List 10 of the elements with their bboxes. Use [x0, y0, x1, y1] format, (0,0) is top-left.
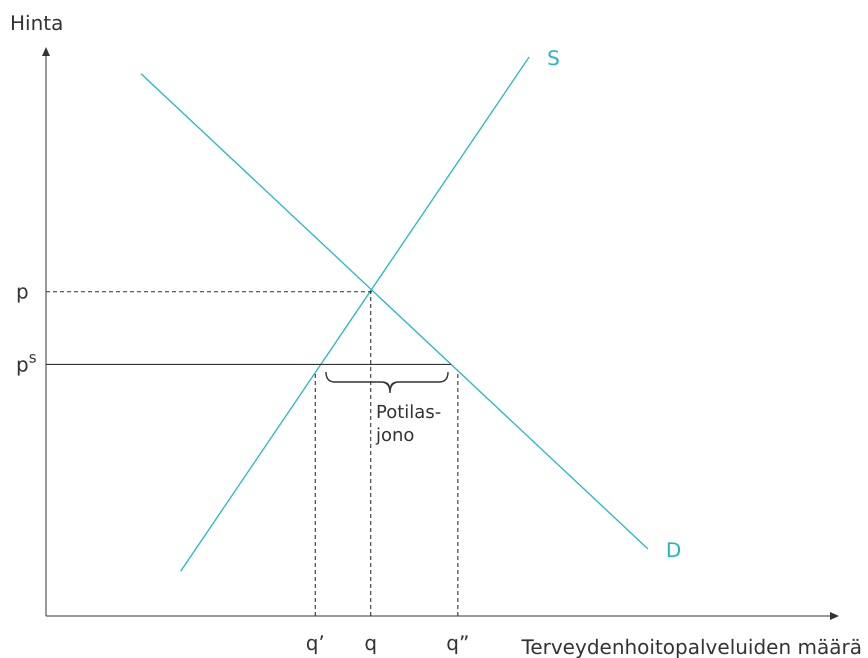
series-label: D [666, 538, 682, 562]
series-label: S [547, 46, 560, 70]
annotation: Potilas- jono [375, 402, 442, 446]
ref-line-label: p$^{s}$ [16, 348, 37, 376]
x-tick-label: q” [446, 631, 470, 655]
y-axis-title: Hinta [10, 11, 64, 35]
x-tick-label: q [364, 631, 378, 655]
ref-line-label: p [16, 280, 29, 304]
x-axis-title: Terveydenhoitopalveluiden määrä [520, 635, 862, 658]
x-tick-label: q’ [306, 631, 325, 655]
